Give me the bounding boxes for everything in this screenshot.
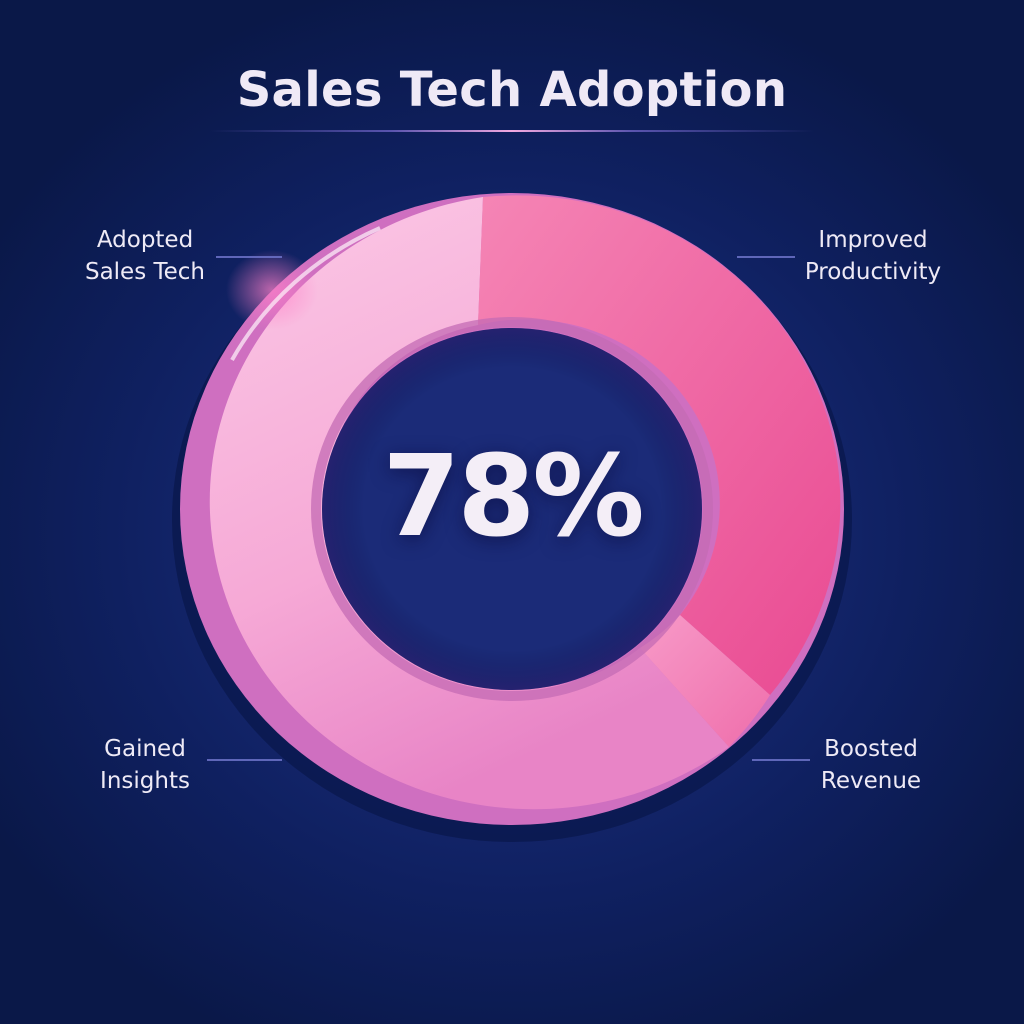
center-percentage: 78%: [382, 432, 644, 562]
label-adopted-sales-tech: Adopted Sales Tech: [84, 227, 206, 285]
leader-line-bottom-left: [207, 759, 282, 761]
title-divider: [210, 130, 814, 132]
leader-line-top-right: [737, 256, 795, 258]
segment-improved-productivity: [478, 195, 841, 695]
label-gained-insights: Gained Insights: [100, 736, 190, 794]
segment-adopted-sales-tech: [209, 197, 729, 810]
label-boosted-revenue: Boosted Revenue: [820, 736, 922, 794]
segment-boosted-revenue: [640, 615, 770, 747]
chart-title: Sales Tech Adoption: [236, 62, 788, 118]
leader-line-bottom-right: [752, 759, 810, 761]
label-improved-productivity: Improved Productivity: [804, 227, 942, 285]
leader-line-top-left: [216, 256, 282, 258]
